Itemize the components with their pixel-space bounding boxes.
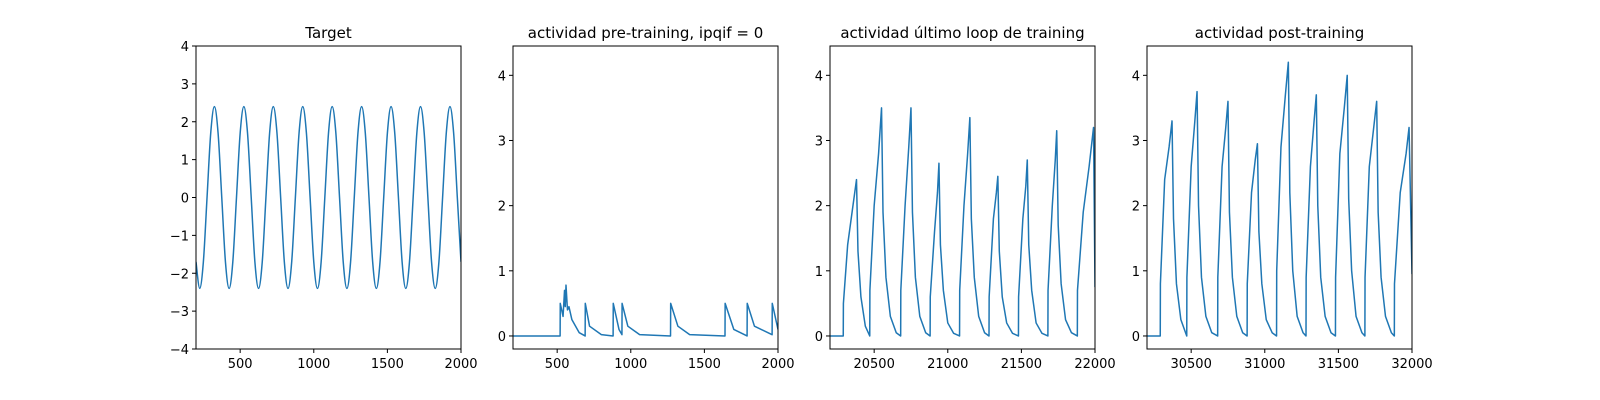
x-tick-label: 21500 [1001,357,1042,372]
data-line [830,107,1095,337]
plot-frame [512,45,779,350]
y-tick-label: 4 [181,40,189,55]
x-tick-label: 22000 [1074,357,1115,372]
plot-frame [195,45,462,350]
y-tick-label: −3 [170,305,189,320]
x-tick-label: 500 [228,357,253,372]
x-tick-label: 1000 [614,357,647,372]
y-tick-label: 0 [815,330,823,345]
data-line [196,105,461,290]
y-tick-label: 2 [1132,200,1140,215]
y-tick-label: 3 [1132,134,1140,149]
chart-title: Target [304,24,352,42]
y-tick-label: −2 [170,267,189,282]
plot-frame [829,45,1096,350]
y-tick-label: 2 [498,200,506,215]
y-tick-label: 1 [1132,265,1140,280]
data-line [513,284,778,337]
y-tick-label: −1 [170,229,189,244]
data-line [1147,61,1412,337]
y-tick-label: 3 [815,134,823,149]
x-tick-label: 1500 [688,357,721,372]
y-tick-label: 2 [181,116,189,131]
x-tick-label: 1000 [297,357,330,372]
y-tick-label: 1 [498,265,506,280]
y-tick-label: 1 [815,265,823,280]
y-tick-label: 0 [1132,330,1140,345]
x-tick-label: 31000 [1244,357,1285,372]
y-tick-label: 4 [815,69,823,84]
plot-frame [1146,45,1413,350]
x-tick-label: 2000 [761,357,794,372]
y-tick-label: 4 [498,69,506,84]
y-tick-label: 0 [181,192,189,207]
y-tick-label: 2 [815,200,823,215]
y-tick-label: 3 [498,134,506,149]
x-tick-label: 2000 [444,357,477,372]
chart-title: actividad último loop de training [840,24,1084,42]
y-tick-label: 0 [498,330,506,345]
x-tick-label: 20500 [853,357,894,372]
x-tick-label: 31500 [1318,357,1359,372]
x-tick-label: 21000 [927,357,968,372]
y-tick-label: 3 [181,78,189,93]
x-tick-label: 30500 [1170,357,1211,372]
x-tick-label: 1500 [371,357,404,372]
chart-title: actividad pre-training, ipqif = 0 [528,24,764,42]
x-tick-label: 500 [545,357,570,372]
y-tick-label: 4 [1132,69,1140,84]
chart-title: actividad post-training [1195,24,1364,42]
y-tick-label: 1 [181,154,189,169]
x-tick-label: 32000 [1391,357,1432,372]
y-tick-label: −4 [170,343,189,358]
